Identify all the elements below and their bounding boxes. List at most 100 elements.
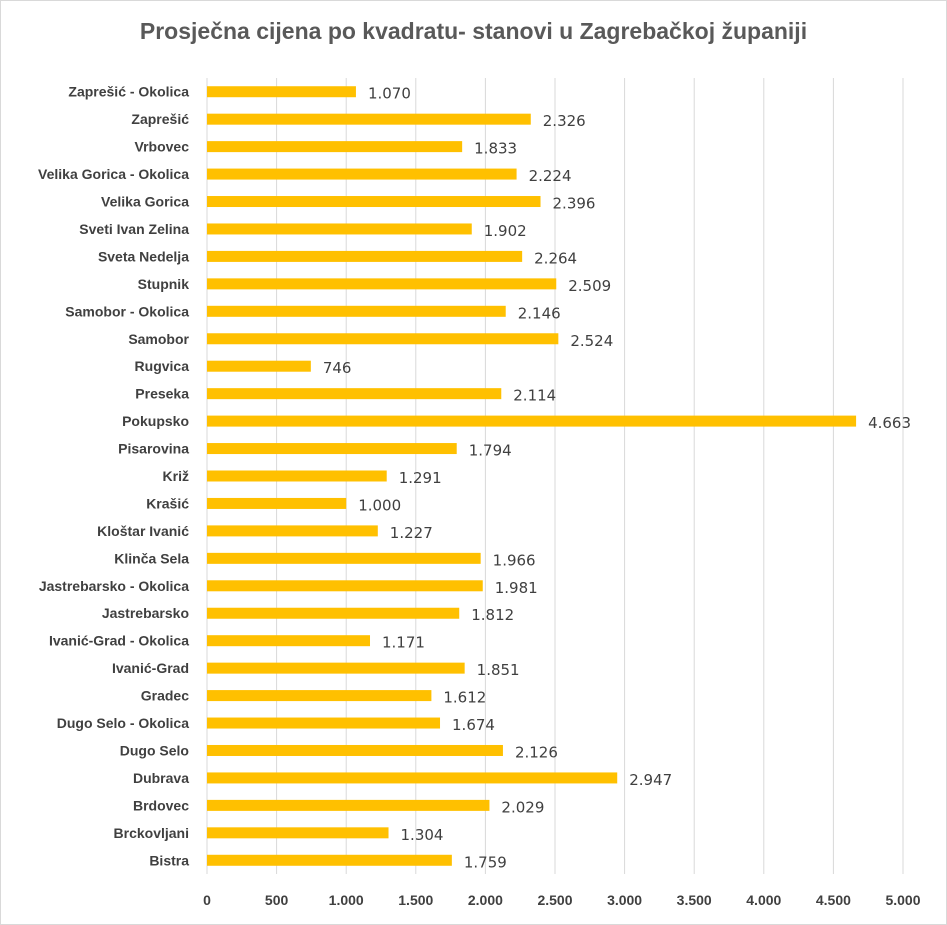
bar	[207, 580, 483, 592]
bar	[207, 690, 432, 702]
data-label: 2.264	[534, 249, 577, 267]
category-label: Gradec	[141, 688, 189, 704]
bar	[207, 278, 557, 290]
x-tick-label: 3.500	[677, 892, 712, 908]
bar	[207, 799, 490, 811]
category-label: Zaprešić	[131, 111, 189, 127]
bar	[207, 854, 452, 866]
x-axis-tick-labels: 0 500 1.000 1.500 2.000 2.500 3.000 3.500 4.000 4…	[203, 892, 921, 908]
data-label: 1.304	[401, 826, 444, 844]
category-label: Sveta Nedelja	[98, 248, 189, 264]
data-label: 1.851	[477, 661, 520, 679]
data-label: 1.674	[452, 716, 495, 734]
bar	[207, 662, 465, 674]
category-label: Samobor	[128, 331, 189, 347]
bar	[207, 717, 441, 729]
category-label: Krašić	[146, 495, 189, 511]
data-label: 1.902	[484, 222, 527, 240]
bar	[207, 607, 460, 619]
bar	[207, 250, 523, 262]
data-label: 1.612	[443, 689, 486, 707]
category-label: Jastrebarsko - Okolica	[39, 578, 189, 594]
category-label: Jastrebarsko	[102, 605, 189, 621]
bar	[207, 827, 389, 839]
category-label: Samobor - Okolica	[65, 303, 189, 319]
category-label: Dugo Selo - Okolica	[57, 715, 189, 731]
category-label: Križ	[163, 468, 189, 484]
bar	[207, 388, 502, 400]
category-label: Bistra	[149, 852, 189, 868]
data-label: 2.524	[570, 332, 613, 350]
data-label: 1.812	[471, 606, 514, 624]
data-label: 1.227	[390, 524, 433, 542]
x-tick-label: 1.000	[329, 892, 364, 908]
category-label: Velika Gorica - Okolica	[38, 166, 189, 182]
bar	[207, 470, 387, 482]
data-label: 2.396	[553, 195, 596, 213]
x-tick-label: 3.000	[607, 892, 642, 908]
data-label: 2.224	[529, 167, 572, 185]
data-label: 1.794	[469, 442, 512, 460]
bar	[207, 497, 347, 509]
category-labels: Zaprešić - Okolica Zaprešić Vrbovec Velika …	[38, 84, 190, 869]
bar	[207, 443, 457, 455]
category-label: Ivanić-Grad	[112, 660, 189, 676]
data-label: 1.000	[358, 496, 401, 514]
category-label: Pisarovina	[118, 441, 189, 457]
data-label: 1.171	[382, 634, 425, 652]
data-label: 1.981	[495, 579, 538, 597]
data-label: 2.509	[568, 277, 611, 295]
x-tick-label: 5.000	[885, 892, 920, 908]
data-label: 1.291	[399, 469, 442, 487]
category-label: Kloštar Ivanić	[97, 523, 189, 539]
x-tick-label: 0	[203, 892, 211, 908]
bar	[207, 305, 506, 317]
bar	[207, 635, 371, 647]
bar	[207, 360, 311, 372]
category-label: Ivanić-Grad - Okolica	[49, 633, 189, 649]
x-tick-label: 2.500	[537, 892, 572, 908]
data-label: 4.663	[868, 414, 911, 432]
category-label: Zaprešić - Okolica	[68, 84, 189, 100]
value-labels: 1.070 2.326 1.833 2.224 2.396 1.902 2.264 2.509…	[323, 85, 911, 872]
bars	[207, 86, 857, 866]
x-tick-label: 500	[265, 892, 289, 908]
data-label: 2.029	[501, 798, 544, 816]
category-label: Brckovljani	[114, 825, 189, 841]
bar	[207, 141, 463, 153]
x-tick-label: 1.500	[398, 892, 433, 908]
data-label: 1.833	[474, 140, 517, 158]
data-label: 2.114	[513, 387, 556, 405]
category-label: Rugvica	[135, 358, 190, 374]
data-label: 1.966	[493, 551, 536, 569]
data-label: 1.759	[464, 853, 507, 871]
category-label: Dugo Selo	[120, 742, 189, 758]
category-label: Velika Gorica	[101, 194, 189, 210]
bar	[207, 223, 472, 235]
data-label: 746	[323, 359, 352, 377]
category-label: Dubrava	[133, 770, 189, 786]
category-label: Brdovec	[133, 797, 189, 813]
gridlines	[206, 78, 904, 874]
bar	[207, 196, 541, 208]
data-label: 1.070	[368, 85, 411, 103]
x-tick-label: 4.500	[816, 892, 851, 908]
data-label: 2.146	[518, 304, 561, 322]
category-label: Sveti Ivan Zelina	[79, 221, 189, 237]
category-label: Vrbovec	[135, 139, 190, 155]
bar	[207, 168, 517, 180]
category-label: Preseka	[135, 386, 189, 402]
category-label: Klinča Sela	[114, 550, 189, 566]
data-label: 2.126	[515, 743, 558, 761]
bar	[207, 772, 618, 784]
bar	[207, 744, 503, 756]
data-label: 2.947	[629, 771, 672, 789]
bar	[207, 525, 378, 537]
category-label: Pokupsko	[122, 413, 189, 429]
bar	[207, 333, 559, 345]
bar	[207, 415, 857, 427]
x-tick-label: 2.000	[468, 892, 503, 908]
chart-title: Prosječna cijena po kvadratu- stanovi u …	[139, 18, 808, 44]
x-tick-label: 4.000	[746, 892, 781, 908]
